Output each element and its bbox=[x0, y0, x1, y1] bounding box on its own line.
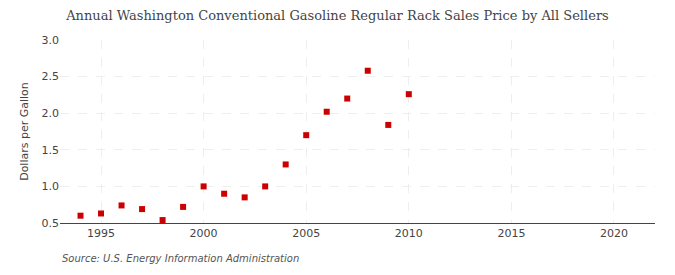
svg-text:1.0: 1.0 bbox=[42, 180, 60, 193]
svg-text:0.5: 0.5 bbox=[42, 217, 60, 230]
svg-text:1.5: 1.5 bbox=[42, 144, 60, 157]
svg-text:2.5: 2.5 bbox=[42, 70, 60, 83]
svg-text:2015: 2015 bbox=[497, 227, 525, 240]
svg-text:Source: U.S. Energy Informatio: Source: U.S. Energy Information Administ… bbox=[62, 253, 299, 264]
svg-text:3.0: 3.0 bbox=[42, 34, 60, 47]
svg-text:2000: 2000 bbox=[190, 227, 218, 240]
svg-text:2.0: 2.0 bbox=[42, 107, 60, 120]
svg-text:Annual Washington Conventional: Annual Washington Conventional Gasoline … bbox=[65, 8, 609, 23]
svg-text:2010: 2010 bbox=[395, 227, 423, 240]
svg-text:2005: 2005 bbox=[292, 227, 320, 240]
svg-text:Dollars per Gallon: Dollars per Gallon bbox=[18, 82, 31, 181]
svg-text:2020: 2020 bbox=[600, 227, 628, 240]
svg-text:1995: 1995 bbox=[87, 227, 115, 240]
